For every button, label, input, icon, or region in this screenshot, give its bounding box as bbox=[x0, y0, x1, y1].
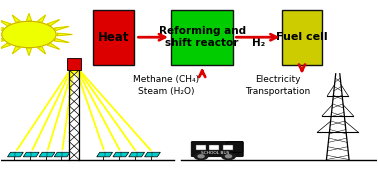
Circle shape bbox=[222, 153, 235, 160]
Polygon shape bbox=[97, 152, 113, 157]
Text: Heat: Heat bbox=[98, 31, 129, 44]
Polygon shape bbox=[39, 152, 55, 157]
Polygon shape bbox=[54, 39, 69, 43]
Polygon shape bbox=[26, 13, 31, 21]
Bar bbox=[209, 145, 219, 150]
Circle shape bbox=[226, 155, 232, 158]
Polygon shape bbox=[47, 20, 60, 26]
Polygon shape bbox=[26, 48, 31, 56]
FancyBboxPatch shape bbox=[282, 10, 322, 65]
Polygon shape bbox=[144, 152, 160, 157]
Polygon shape bbox=[113, 152, 129, 157]
Polygon shape bbox=[54, 152, 70, 157]
Polygon shape bbox=[37, 15, 45, 22]
FancyBboxPatch shape bbox=[227, 142, 243, 152]
FancyBboxPatch shape bbox=[171, 10, 233, 65]
Polygon shape bbox=[0, 33, 1, 36]
FancyBboxPatch shape bbox=[93, 10, 135, 65]
Bar bbox=[223, 145, 233, 150]
Text: Reforming and
shift reactor: Reforming and shift reactor bbox=[159, 26, 246, 48]
Polygon shape bbox=[57, 33, 72, 36]
Polygon shape bbox=[12, 47, 20, 54]
Polygon shape bbox=[8, 152, 23, 157]
Text: SCHOOL BUS: SCHOOL BUS bbox=[201, 151, 229, 155]
Text: Electricity
Transportation: Electricity Transportation bbox=[245, 75, 310, 96]
FancyBboxPatch shape bbox=[191, 141, 243, 157]
Polygon shape bbox=[129, 152, 144, 157]
Bar bbox=[67, 58, 81, 70]
Circle shape bbox=[198, 155, 204, 158]
Polygon shape bbox=[54, 26, 69, 30]
Text: H₂: H₂ bbox=[252, 38, 265, 48]
Text: Methane (CH₄)
Steam (H₂O): Methane (CH₄) Steam (H₂O) bbox=[133, 75, 200, 96]
Polygon shape bbox=[12, 15, 20, 22]
Polygon shape bbox=[37, 47, 45, 54]
Polygon shape bbox=[47, 43, 60, 49]
Text: Fuel cell: Fuel cell bbox=[276, 32, 328, 42]
Polygon shape bbox=[0, 20, 11, 26]
Circle shape bbox=[2, 21, 56, 48]
Circle shape bbox=[194, 153, 208, 160]
Polygon shape bbox=[0, 26, 4, 30]
Polygon shape bbox=[0, 39, 4, 43]
Polygon shape bbox=[23, 152, 39, 157]
Polygon shape bbox=[0, 43, 11, 49]
Bar bbox=[196, 145, 206, 150]
